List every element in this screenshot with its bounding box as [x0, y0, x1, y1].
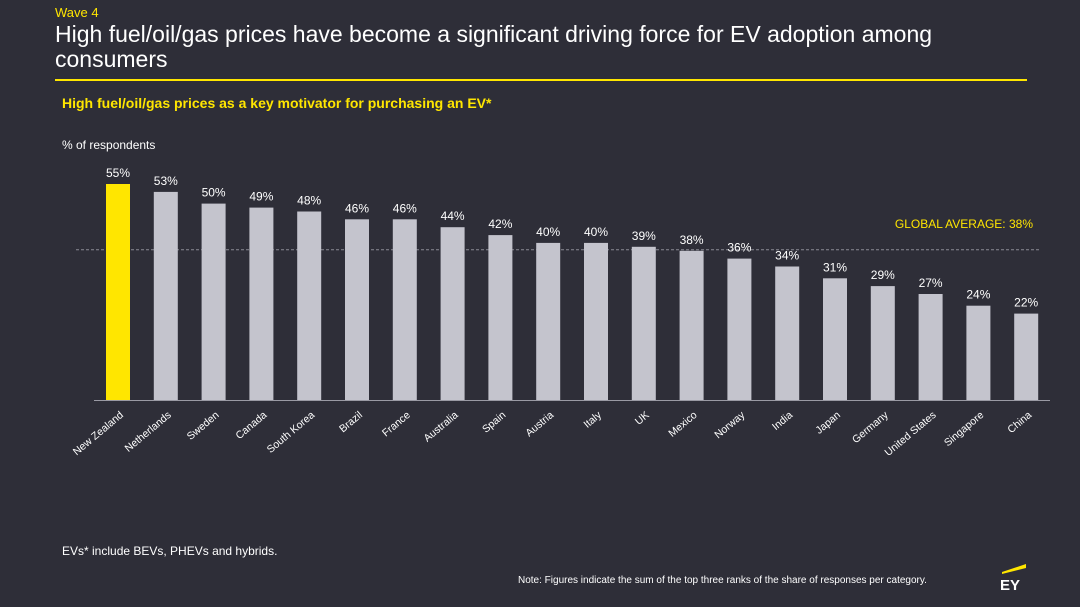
ey-logo-text: EY [1000, 577, 1020, 592]
value-label: 36% [727, 241, 751, 255]
category-label: India [770, 409, 795, 433]
category-label: Netherlands [123, 409, 174, 455]
bar-austria [536, 242, 561, 400]
category-label: Canada [233, 409, 269, 442]
value-label: 29% [871, 268, 895, 282]
category-label: Brazil [337, 409, 365, 435]
page-title: High fuel/oil/gas prices have become a s… [55, 21, 933, 72]
bar-united-states [918, 294, 943, 400]
value-label: 50% [202, 186, 226, 200]
category-label: Norway [712, 409, 748, 442]
category-label: Mexico [666, 409, 699, 440]
category-label: New Zealand [71, 409, 126, 458]
global-average-label: GLOBAL AVERAGE: 38% [895, 217, 1033, 231]
footnote: EVs* include BEVs, PHEVs and hybrids. [62, 544, 278, 558]
category-label: South Korea [265, 409, 318, 456]
bar-new-zealand [106, 184, 130, 400]
value-label: 31% [823, 260, 847, 274]
bar-singapore [966, 305, 991, 400]
bar-south-korea [297, 211, 322, 400]
bar-germany [870, 286, 895, 400]
bar-italy [584, 242, 608, 400]
value-label: 39% [632, 229, 656, 243]
wave-label: Wave 4 [55, 5, 99, 20]
value-label: 44% [441, 209, 465, 223]
bar-norway [727, 258, 752, 400]
value-label: 22% [1014, 296, 1038, 310]
chart-title: High fuel/oil/gas prices as a key motiva… [62, 95, 492, 111]
category-label: France [380, 409, 413, 439]
bar-brazil [345, 219, 369, 400]
bar-india [775, 266, 800, 400]
category-label: Germany [850, 409, 891, 446]
bar-mexico [679, 250, 704, 400]
category-label: Japan [813, 409, 843, 437]
value-label: 27% [919, 276, 943, 290]
value-label: 49% [249, 190, 273, 204]
value-label: 40% [584, 225, 608, 239]
bar-spain [488, 235, 513, 400]
value-label: 34% [775, 249, 799, 263]
y-axis-label: % of respondents [62, 138, 156, 152]
bar-china [1014, 313, 1039, 400]
ey-logo: EY [1000, 564, 1026, 592]
value-label: 42% [488, 217, 512, 231]
bar-netherlands [153, 191, 178, 400]
category-label: UK [633, 409, 652, 428]
category-label: Australia [422, 409, 461, 445]
value-label: 24% [966, 288, 990, 302]
category-label: Singapore [942, 409, 987, 449]
category-label: Italy [581, 409, 604, 431]
category-label: China [1005, 409, 1034, 436]
value-label: 38% [680, 233, 704, 247]
value-label: 46% [345, 201, 369, 215]
value-label: 40% [536, 225, 560, 239]
category-label: Spain [480, 409, 508, 436]
value-label: 48% [297, 194, 321, 208]
source-note: Note: Figures indicate the sum of the to… [518, 575, 927, 586]
value-label: 46% [393, 201, 417, 215]
bar-france [392, 219, 417, 400]
bar-sweden [201, 203, 226, 400]
value-label: 53% [154, 174, 178, 188]
bar-canada [249, 207, 274, 400]
category-label: Austria [523, 409, 556, 439]
category-label: United States [883, 409, 939, 459]
bar-japan [823, 278, 847, 400]
category-label: Sweden [185, 409, 222, 443]
bar-uk [631, 246, 656, 400]
value-label: 55% [106, 166, 130, 180]
title-divider [55, 79, 1027, 81]
bar-australia [440, 227, 465, 400]
